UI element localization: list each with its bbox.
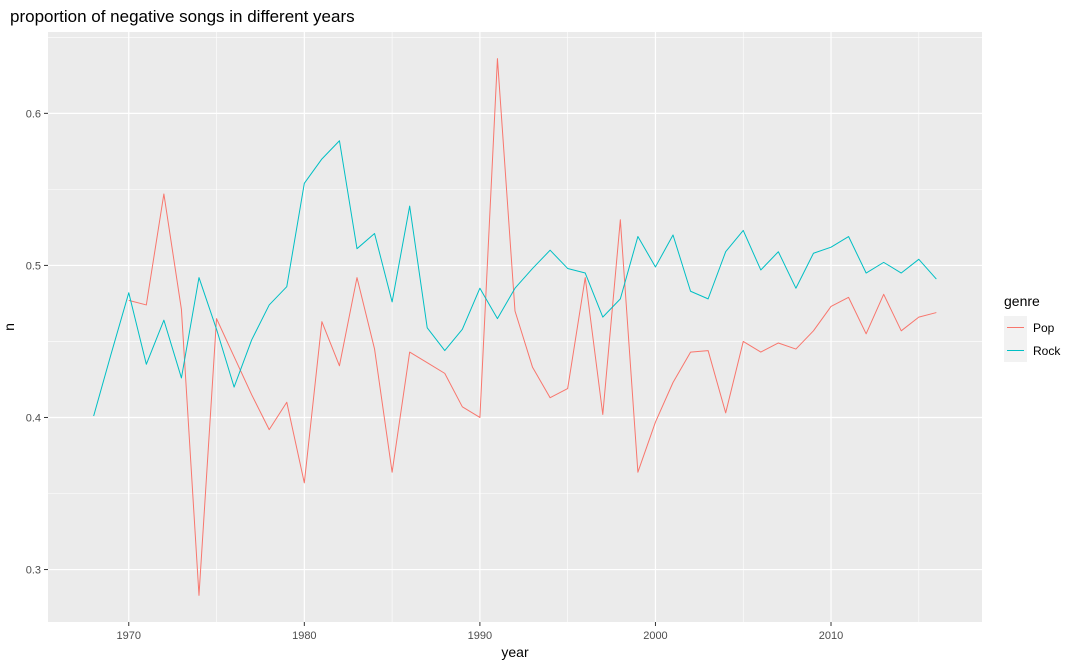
- y-tick-label: 0.3: [26, 565, 41, 577]
- y-axis: 0.3 0.4 0.5 0.6: [26, 108, 48, 577]
- x-tick-label: 2010: [819, 630, 843, 642]
- legend-label-rock: Rock: [1033, 344, 1061, 358]
- x-tick-label: 1970: [117, 630, 141, 642]
- x-tick-label: 2000: [643, 630, 667, 642]
- y-tick-label: 0.6: [26, 108, 41, 120]
- chart-title: proportion of negative songs in differen…: [10, 7, 355, 26]
- plot-panel: [48, 32, 982, 622]
- series-line-pop: [128, 58, 937, 596]
- y-tick-label: 0.4: [26, 412, 41, 424]
- legend-items: Pop Rock: [1004, 316, 1061, 362]
- x-axis: 1970 1980 1990 2000 2010: [117, 622, 843, 642]
- y-axis-title: n: [1, 323, 17, 331]
- legend-label-pop: Pop: [1033, 321, 1055, 335]
- grid-major: [48, 32, 982, 622]
- legend-title: genre: [1004, 293, 1040, 309]
- y-tick-label: 0.5: [26, 260, 41, 272]
- x-axis-title: year: [501, 644, 529, 660]
- series-lines: [93, 58, 937, 596]
- series-line-rock: [93, 140, 937, 417]
- grid-minor: [48, 32, 982, 622]
- x-tick-label: 1990: [468, 630, 492, 642]
- x-tick-label: 1980: [292, 630, 316, 642]
- legend: genre Pop Rock: [1004, 293, 1061, 362]
